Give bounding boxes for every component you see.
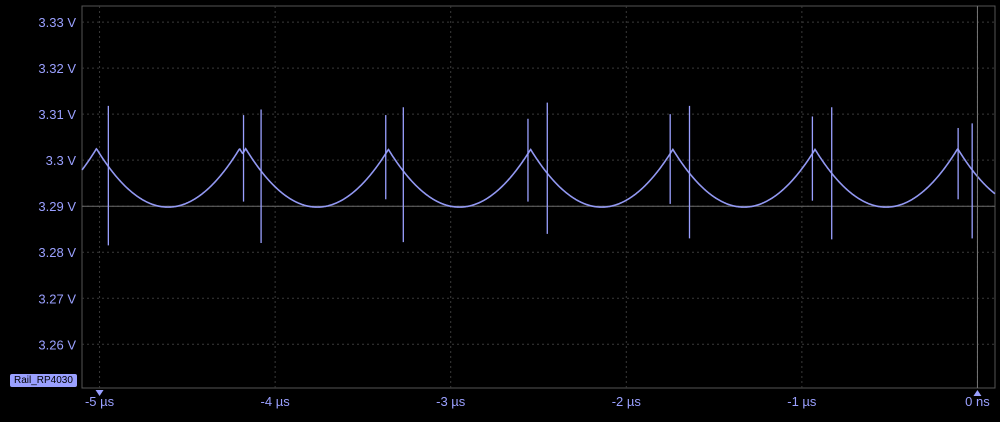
x-tick-label: -2 µs [612,394,642,409]
x-tick-label: -4 µs [261,394,291,409]
y-tick-label: 3.32 V [38,61,76,76]
waveform-trace [81,102,996,246]
x-tick-label: -3 µs [436,394,466,409]
y-tick-label: 3.33 V [38,15,76,30]
y-tick-label: 3.29 V [38,199,76,214]
y-tick-label: 3.26 V [38,337,76,352]
y-tick-label: 3.3 V [46,153,77,168]
waveform-line [81,147,996,208]
x-tick-label: 0 ns [965,394,990,409]
y-tick-label: 3.27 V [38,291,76,306]
time-origin-marker-left [95,390,104,396]
y-tick-label: 3.28 V [38,245,76,260]
y-axis-labels: 3.33 V 3.32 V 3.31 V 3.3 V 3.29 V 3.28 V 3.27 … [38,15,76,352]
trigger-markers [95,6,982,396]
x-axis-labels: -5 µs -4 µs -3 µs -2 µs -1 µs 0 ns [85,394,990,409]
x-tick-label: -1 µs [787,394,817,409]
x-tick-label: -5 µs [85,394,115,409]
trigger-marker [973,390,982,396]
channel-label-badge[interactable]: Rail_RP4030 [10,374,77,387]
y-tick-label: 3.31 V [38,107,76,122]
plot-frame [81,5,996,389]
grid [81,5,996,389]
